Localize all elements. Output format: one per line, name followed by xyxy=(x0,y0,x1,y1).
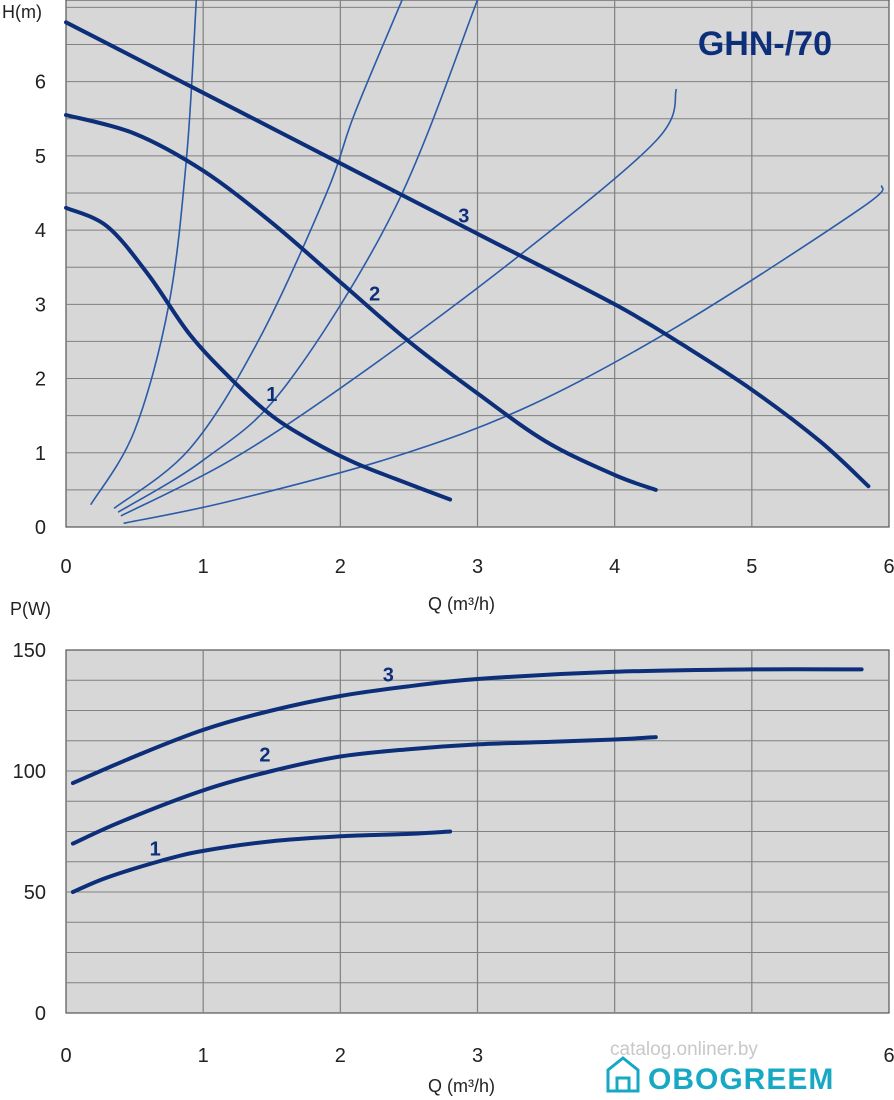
x-tick-label: 5 xyxy=(746,556,757,578)
x-axis-label: Q (m³/h) xyxy=(428,1076,495,1096)
y-tick-label: 150 xyxy=(13,640,46,662)
x-tick-label: 3 xyxy=(472,1045,483,1067)
series-curve-1 xyxy=(70,829,453,894)
logo-text: OBOGREEM xyxy=(648,1063,834,1096)
curve-label-2: 2 xyxy=(369,284,380,306)
curve-label-3: 3 xyxy=(458,206,469,228)
y-tick-label: 3 xyxy=(35,294,46,316)
system-curve-5 xyxy=(123,185,884,525)
x-tick-label: 6 xyxy=(883,1045,894,1067)
y-axis-label: H(m) xyxy=(2,2,42,22)
x-tick-label: 3 xyxy=(472,556,483,578)
y-tick-label: 100 xyxy=(13,761,46,783)
chart-title: GHN-/70 xyxy=(698,25,832,63)
watermark-text: catalog.onliner.by xyxy=(610,1039,758,1060)
curve-label-1: 1 xyxy=(266,384,277,406)
curve-label-2: 2 xyxy=(259,744,270,766)
y-tick-label: 0 xyxy=(35,517,46,539)
series-curve-1 xyxy=(64,205,453,502)
y-tick-label: 1 xyxy=(35,443,46,465)
system-curve-4 xyxy=(120,88,678,517)
series-curve-3 xyxy=(70,667,864,786)
series-curve-2 xyxy=(70,735,658,846)
y-tick-label: 50 xyxy=(24,882,46,904)
y-tick-label: 4 xyxy=(35,220,46,242)
y-tick-label: 6 xyxy=(35,72,46,94)
x-tick-label: 2 xyxy=(335,1045,346,1067)
x-tick-label: 2 xyxy=(335,556,346,578)
brand-logo: OBOGREEM xyxy=(606,1056,834,1096)
x-tick-label: 1 xyxy=(198,556,209,578)
head-chart: 1 2 3 0 1 2 3 4 5 6 0 1 2 3 4 5 6 H(m) Q (m³/h) GHN-/70 xyxy=(2,0,894,614)
x-tick-label: 1 xyxy=(198,1045,209,1067)
y-tick-label: 5 xyxy=(35,146,46,168)
x-tick-label: 4 xyxy=(609,556,620,578)
y-axis-label: P(W) xyxy=(10,599,51,619)
y-tick-label: 0 xyxy=(35,1003,46,1025)
curve-label-3: 3 xyxy=(383,664,394,686)
series-curve-3 xyxy=(64,20,871,489)
curve-label-1: 1 xyxy=(150,839,161,861)
x-axis-label: Q (m³/h) xyxy=(428,594,495,614)
power-chart: 1 2 3 0 1 2 3 6 0 50 100 150 P(W) Q (m³/h) xyxy=(10,599,894,1096)
system-curve-1 xyxy=(90,0,198,506)
x-tick-label: 0 xyxy=(60,556,71,578)
house-icon xyxy=(606,1056,640,1093)
system-curve-3 xyxy=(117,0,479,513)
series-curve-2 xyxy=(64,113,658,492)
system-curve-2 xyxy=(113,0,403,510)
x-tick-label: 6 xyxy=(883,556,894,578)
y-tick-label: 2 xyxy=(35,369,46,391)
x-tick-label: 0 xyxy=(60,1045,71,1067)
